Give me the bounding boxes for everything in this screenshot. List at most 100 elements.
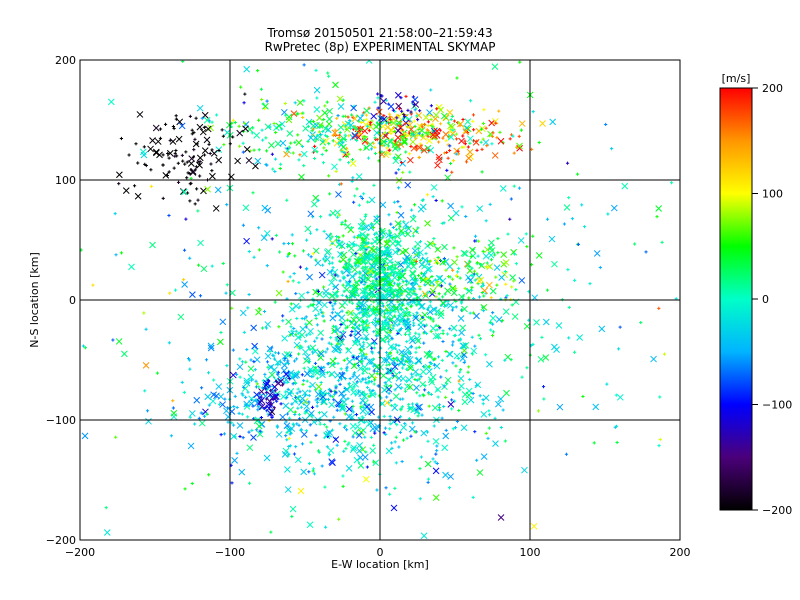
data-point-plus [253, 345, 258, 349]
data-point-plus [489, 296, 493, 300]
data-point-x [433, 362, 441, 370]
data-point-plus [284, 113, 288, 117]
data-point-plus [328, 192, 332, 196]
data-point-x [335, 191, 342, 198]
data-point-plus [295, 422, 299, 426]
data-point-plus [320, 310, 324, 314]
data-point-x [134, 192, 142, 200]
data-point-plus [298, 265, 303, 269]
data-point-x [288, 305, 296, 313]
data-point-x [397, 211, 405, 219]
data-point-x [394, 134, 402, 141]
data-point-plus [408, 300, 412, 304]
data-point-plus [289, 431, 293, 435]
data-point-x [275, 122, 283, 130]
data-point-plus [412, 214, 416, 218]
data-point-plus [376, 92, 380, 96]
data-point-x [284, 486, 292, 493]
data-point-plus [182, 390, 186, 395]
data-point-plus [429, 117, 433, 122]
data-point-plus [432, 424, 436, 428]
data-point-plus [91, 283, 95, 287]
data-point-x [207, 342, 215, 350]
data-point-plus [360, 280, 364, 284]
data-point-x [230, 433, 238, 440]
data-point-x [309, 344, 317, 352]
data-point-plus [448, 148, 452, 153]
data-point-plus [346, 396, 350, 401]
data-point-plus [362, 282, 366, 287]
data-point-x [335, 343, 343, 351]
data-point-plus [205, 412, 209, 416]
data-point-x [477, 276, 485, 284]
data-point-x [398, 227, 405, 235]
data-point-x [361, 363, 369, 371]
data-point-x [313, 86, 321, 94]
data-point-plus [490, 142, 494, 146]
data-point-plus [384, 239, 389, 243]
data-point-x [441, 243, 448, 251]
data-point-plus [455, 76, 459, 80]
data-point-plus [302, 317, 307, 321]
data-point-plus [471, 119, 475, 123]
data-point-plus [272, 354, 276, 358]
data-point-plus [406, 302, 410, 307]
data-point-plus [352, 243, 357, 247]
data-point-plus [403, 289, 407, 293]
data-point-plus [317, 130, 322, 134]
data-point-plus [235, 451, 239, 455]
data-point-x [316, 290, 324, 298]
data-point-plus [197, 416, 201, 420]
data-point-x [294, 334, 302, 341]
data-point-plus [346, 161, 351, 165]
data-point-plus [275, 393, 279, 397]
data-point-plus [271, 167, 275, 171]
data-point-plus [437, 406, 441, 410]
data-point-plus [104, 506, 108, 510]
data-point-x [388, 267, 396, 275]
data-point-plus [357, 203, 362, 207]
data-point-plus [228, 405, 233, 410]
data-point-plus [400, 292, 404, 296]
data-point-plus [345, 242, 350, 246]
data-point-plus [321, 314, 325, 318]
data-point-plus [352, 372, 356, 376]
data-point-plus [242, 101, 246, 105]
data-point-plus [370, 293, 374, 297]
data-point-plus [395, 423, 399, 427]
data-point-x [365, 420, 373, 428]
data-point-x [503, 389, 510, 397]
data-point-plus [238, 434, 242, 439]
data-point-plus [337, 239, 341, 243]
data-point-plus [193, 137, 197, 141]
data-point-plus [282, 242, 286, 246]
data-point-x [392, 157, 400, 165]
data-point-plus [370, 320, 375, 325]
data-point-x [187, 442, 195, 450]
data-point-plus [297, 423, 301, 427]
data-point-plus [341, 283, 345, 287]
data-point-plus [434, 323, 438, 327]
data-point-x [429, 373, 437, 381]
data-point-plus [400, 269, 405, 273]
data-point-plus [395, 294, 399, 298]
data-point-x [394, 220, 402, 227]
data-point-x [426, 352, 433, 360]
data-point-x [539, 120, 546, 127]
data-point-plus [444, 369, 448, 373]
data-point-plus [238, 375, 242, 379]
data-point-plus [364, 244, 368, 249]
data-point-x [408, 425, 416, 433]
data-point-plus [300, 144, 305, 149]
data-point-plus [219, 330, 223, 335]
data-point-plus [190, 132, 194, 136]
data-point-plus [360, 336, 364, 340]
data-point-x [419, 380, 427, 388]
data-point-plus [436, 355, 441, 359]
data-point-plus [315, 96, 319, 100]
data-point-plus [172, 126, 176, 131]
data-point-plus [368, 388, 372, 392]
data-point-x [345, 405, 353, 413]
data-point-plus [425, 276, 429, 281]
data-point-plus [381, 270, 385, 274]
